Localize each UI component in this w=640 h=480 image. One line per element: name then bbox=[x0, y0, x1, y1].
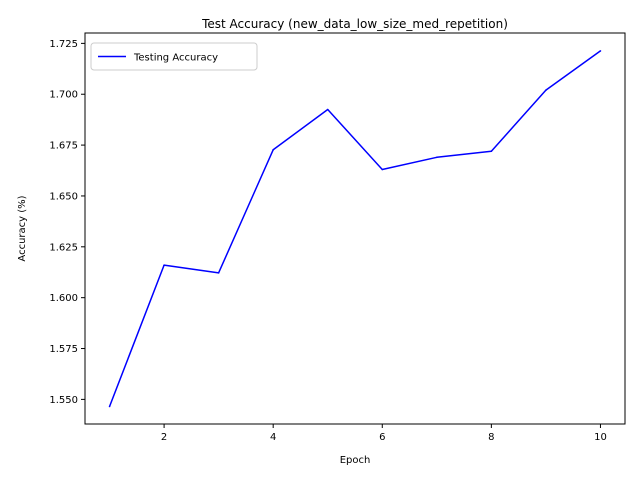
x-tick-label: 2 bbox=[161, 432, 167, 443]
data-point bbox=[326, 108, 329, 111]
data-point bbox=[217, 272, 220, 274]
data-point bbox=[272, 148, 274, 151]
series-line-testing-accuracy bbox=[108, 50, 601, 407]
y-tick-label: 1.550 bbox=[49, 395, 78, 406]
y-tick-label: 1.625 bbox=[49, 242, 78, 253]
x-tick-label: 8 bbox=[488, 432, 494, 443]
series-layer bbox=[108, 50, 602, 408]
y-tick-label: 1.600 bbox=[49, 293, 78, 304]
legend-label-testing-accuracy: Testing Accuracy bbox=[133, 53, 218, 64]
x-tick-label: 10 bbox=[594, 432, 607, 443]
legend: Testing Accuracy bbox=[90, 42, 258, 71]
y-tick-label: 1.675 bbox=[49, 141, 78, 152]
chart-title: Test Accuracy (new_data_low_size_med_rep… bbox=[201, 17, 508, 31]
y-axis-label: Accuracy (%) bbox=[17, 195, 28, 261]
y-tick-label: 1.700 bbox=[49, 90, 78, 101]
x-axis-label: Epoch bbox=[340, 455, 371, 466]
plot-frame bbox=[84, 32, 626, 425]
y-tick-label: 1.650 bbox=[49, 191, 78, 202]
axis-ticks: 2 4 6 8 10 1.550 1.575 1.600 1.625 1.650 1.675 1.70… bbox=[49, 39, 606, 443]
data-point bbox=[108, 405, 111, 408]
data-point bbox=[599, 50, 602, 52]
data-point bbox=[545, 89, 547, 91]
y-tick-label: 1.575 bbox=[49, 344, 78, 355]
x-tick-label: 6 bbox=[379, 432, 385, 443]
data-point bbox=[381, 168, 384, 171]
data-point bbox=[490, 150, 493, 152]
legend-box bbox=[90, 42, 258, 71]
x-tick-label: 4 bbox=[270, 432, 276, 443]
data-point bbox=[163, 264, 165, 266]
data-point bbox=[436, 156, 438, 159]
y-tick-label: 1.725 bbox=[49, 39, 78, 50]
